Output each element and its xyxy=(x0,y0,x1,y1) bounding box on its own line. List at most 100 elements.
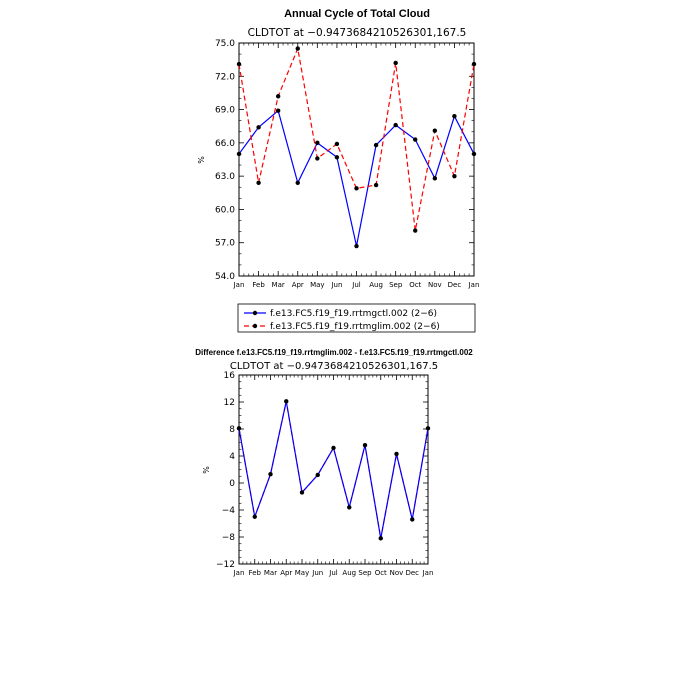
data-point xyxy=(315,156,320,161)
y-axis-label: % xyxy=(197,156,206,164)
legend-marker xyxy=(252,323,258,329)
x-tick-label: Dec xyxy=(405,569,419,577)
plot-frame xyxy=(238,42,475,277)
y-tick-label: −4 xyxy=(222,506,236,516)
chart-subtitle: CLDTOT at −0.9473684210526301,167.5 xyxy=(248,27,467,39)
y-tick-label: 8 xyxy=(229,425,235,435)
data-point xyxy=(362,443,368,448)
series-line xyxy=(238,401,429,539)
data-point xyxy=(432,176,438,181)
data-point xyxy=(373,142,379,148)
data-point xyxy=(425,426,431,431)
y-tick-label: 60.0 xyxy=(215,205,235,215)
x-tick-label: Jan xyxy=(233,281,245,289)
data-point xyxy=(394,451,399,457)
data-point xyxy=(354,243,359,249)
legend-label: f.e13.FC5.f19_f19.rrtmglim.002 (2−6) xyxy=(270,322,440,332)
chart-annual-cycle: Annual Cycle of Total Cloud CLDTOT at −0… xyxy=(197,8,479,333)
y-tick-label: 0 xyxy=(229,479,235,489)
data-point xyxy=(315,140,320,146)
data-point xyxy=(268,472,273,477)
data-point xyxy=(471,151,477,157)
x-tick-label: Feb xyxy=(252,281,265,289)
data-point xyxy=(452,114,457,119)
x-tick-label: May xyxy=(310,281,324,289)
plot-area: Jan Feb Mar Apr May Jun Jul Aug Sep Oct Nov Dec Jan−… xyxy=(216,371,433,577)
series-line-underlay xyxy=(238,401,429,539)
y-tick-label: 12 xyxy=(224,398,235,408)
x-tick-label: Aug xyxy=(369,281,383,289)
data-point xyxy=(236,151,242,157)
y-tick-label: 66.0 xyxy=(215,139,235,149)
x-tick-label: Sep xyxy=(389,281,403,289)
data-point xyxy=(299,490,305,495)
data-point xyxy=(378,536,383,541)
x-tick-label: Aug xyxy=(342,569,356,577)
data-point xyxy=(432,128,438,133)
x-tick-label: Jul xyxy=(328,569,338,577)
x-tick-label: Oct xyxy=(409,281,421,289)
x-tick-label: Jan xyxy=(468,281,480,289)
chart-title: Annual Cycle of Total Cloud xyxy=(284,8,430,20)
x-tick-label: Dec xyxy=(448,281,462,289)
y-tick-label: 4 xyxy=(229,452,235,462)
x-tick-label: Apr xyxy=(280,569,292,577)
y-tick-label: −12 xyxy=(216,560,235,570)
data-point xyxy=(252,514,257,519)
x-tick-label: Oct xyxy=(375,569,387,577)
x-tick-label: Jun xyxy=(330,281,342,289)
chart-difference: Difference f.e13.FC5.f19_f19.rrtmglim.00… xyxy=(195,348,473,577)
data-point xyxy=(256,180,261,185)
y-axis-label: % xyxy=(202,466,211,474)
legend-label: f.e13.FC5.f19_f19.rrtmgctl.002 (2−6) xyxy=(270,309,437,319)
data-point xyxy=(275,94,281,99)
y-tick-label: −8 xyxy=(222,533,236,543)
chart-title: Difference f.e13.FC5.f19_f19.rrtmglim.00… xyxy=(195,348,473,357)
data-point xyxy=(347,505,352,510)
data-point xyxy=(413,228,418,233)
x-tick-label: Jan xyxy=(233,569,245,577)
data-point xyxy=(413,137,418,142)
x-tick-label: Feb xyxy=(249,569,262,577)
x-tick-label: Apr xyxy=(292,281,304,289)
legend: f.e13.FC5.f19_f19.rrtmgctl.002 (2−6) f.e1… xyxy=(237,303,476,333)
data-point xyxy=(275,108,281,113)
data-point xyxy=(256,125,261,130)
data-point xyxy=(334,155,340,160)
y-tick-label: 63.0 xyxy=(215,172,235,182)
data-point xyxy=(331,445,336,451)
x-tick-label: Jun xyxy=(311,569,323,577)
data-point xyxy=(295,46,300,51)
x-tick-label: Sep xyxy=(358,569,372,577)
data-point xyxy=(295,180,300,185)
chart-subtitle: CLDTOT at −0.9473684210526301,167.5 xyxy=(230,361,438,372)
data-point xyxy=(410,517,415,522)
legend-marker xyxy=(252,310,258,316)
data-point xyxy=(334,141,340,147)
data-point xyxy=(471,61,477,67)
x-tick-label: Jul xyxy=(351,281,361,289)
y-tick-label: 72.0 xyxy=(215,72,235,82)
data-point xyxy=(315,472,320,478)
series-line xyxy=(238,109,475,247)
series-line xyxy=(238,46,475,231)
data-point xyxy=(373,182,379,188)
data-point xyxy=(393,122,398,128)
x-tick-label: Mar xyxy=(264,569,277,577)
legend-box xyxy=(237,303,476,333)
data-point xyxy=(236,426,242,431)
x-tick-label: Jan xyxy=(422,569,434,577)
x-tick-label: Nov xyxy=(428,281,442,289)
plot-area: Jan Feb Mar Apr May Jun Jul Aug Sep Oct Nov Dec Jan5… xyxy=(215,39,479,289)
y-tick-label: 54.0 xyxy=(215,272,235,282)
x-tick-label: Mar xyxy=(272,281,285,289)
data-point xyxy=(284,399,289,404)
x-tick-label: May xyxy=(295,569,309,577)
data-point xyxy=(236,61,242,67)
y-tick-label: 57.0 xyxy=(215,239,235,249)
x-tick-label: Nov xyxy=(390,569,404,577)
data-point xyxy=(354,186,359,191)
data-point xyxy=(452,173,457,179)
y-tick-label: 16 xyxy=(224,371,236,381)
